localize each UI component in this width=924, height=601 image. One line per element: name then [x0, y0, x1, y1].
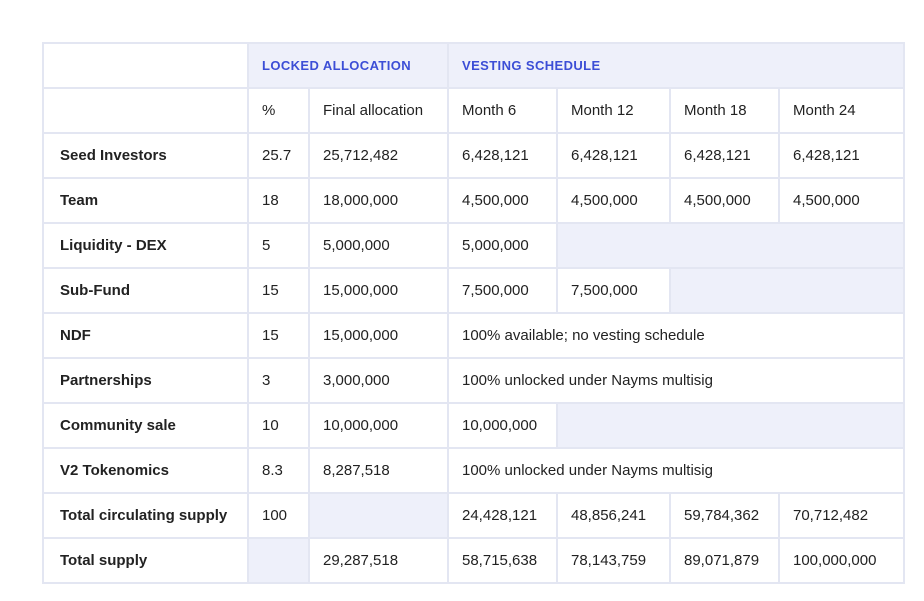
cell-final-allocation: 15,000,000	[310, 314, 447, 357]
col-header-month-24: Month 24	[780, 89, 903, 132]
table-row: Team 18 18,000,000 4,500,000 4,500,000 4…	[44, 179, 903, 222]
cell-final-allocation: 15,000,000	[310, 269, 447, 312]
cell-month-18: 59,784,362	[671, 494, 778, 537]
cell-month-24: 4,500,000	[780, 179, 903, 222]
cell-final-allocation: 29,287,518	[310, 539, 447, 582]
column-header-row: % Final allocation Month 6 Month 12 Mont…	[44, 89, 903, 132]
table-row: Community sale 10 10,000,000 10,000,000	[44, 404, 903, 447]
locked-allocation-header: LOCKED ALLOCATION	[249, 44, 447, 87]
row-label: Sub-Fund	[44, 269, 247, 312]
empty-schedule-cell	[671, 269, 903, 312]
cell-month-6: 24,428,121	[449, 494, 556, 537]
cell-percent: 3	[249, 359, 308, 402]
tokenomics-table-container: LOCKED ALLOCATION VESTING SCHEDULE % Fin…	[42, 42, 905, 584]
vesting-schedule-header: VESTING SCHEDULE	[449, 44, 903, 87]
empty-schedule-cell	[558, 224, 903, 267]
cell-percent-empty	[249, 539, 308, 582]
row-label: Total circulating supply	[44, 494, 247, 537]
col-header-percent: %	[249, 89, 308, 132]
cell-percent: 8.3	[249, 449, 308, 492]
table-row: Partnerships 3 3,000,000 100% unlocked u…	[44, 359, 903, 402]
table-row-total-supply: Total supply 29,287,518 58,715,638 78,14…	[44, 539, 903, 582]
corner-cell	[44, 44, 247, 87]
cell-final-allocation: 5,000,000	[310, 224, 447, 267]
row-label: Team	[44, 179, 247, 222]
cell-month-18: 6,428,121	[671, 134, 778, 177]
cell-percent: 15	[249, 314, 308, 357]
cell-month-18: 4,500,000	[671, 179, 778, 222]
cell-percent: 25.7	[249, 134, 308, 177]
table-row: Liquidity - DEX 5 5,000,000 5,000,000	[44, 224, 903, 267]
cell-schedule-note: 100% available; no vesting schedule	[449, 314, 903, 357]
empty-schedule-cell	[558, 404, 903, 447]
row-label: V2 Tokenomics	[44, 449, 247, 492]
col-header-month-6: Month 6	[449, 89, 556, 132]
cell-final-allocation: 8,287,518	[310, 449, 447, 492]
cell-month-12: 6,428,121	[558, 134, 669, 177]
cell-schedule-note: 100% unlocked under Nayms multisig	[449, 359, 903, 402]
row-label: Community sale	[44, 404, 247, 447]
cell-month-6: 10,000,000	[449, 404, 556, 447]
row-label: Total supply	[44, 539, 247, 582]
col-header-month-18: Month 18	[671, 89, 778, 132]
cell-month-24: 6,428,121	[780, 134, 903, 177]
row-label: NDF	[44, 314, 247, 357]
cell-percent: 100	[249, 494, 308, 537]
table-row: Sub-Fund 15 15,000,000 7,500,000 7,500,0…	[44, 269, 903, 312]
cell-percent: 10	[249, 404, 308, 447]
token-allocation-table: LOCKED ALLOCATION VESTING SCHEDULE % Fin…	[42, 42, 905, 584]
row-label: Partnerships	[44, 359, 247, 402]
cell-final-allocation: 18,000,000	[310, 179, 447, 222]
cell-month-6: 5,000,000	[449, 224, 556, 267]
cell-final-allocation: 10,000,000	[310, 404, 447, 447]
cell-final-allocation: 25,712,482	[310, 134, 447, 177]
cell-month-24: 100,000,000	[780, 539, 903, 582]
cell-month-24: 70,712,482	[780, 494, 903, 537]
cell-month-12: 48,856,241	[558, 494, 669, 537]
cell-month-6: 58,715,638	[449, 539, 556, 582]
col-header-final-allocation: Final allocation	[310, 89, 447, 132]
cell-percent: 5	[249, 224, 308, 267]
table-row-total-circulating: Total circulating supply 100 24,428,121 …	[44, 494, 903, 537]
corner-cell	[44, 89, 247, 132]
table-row: Seed Investors 25.7 25,712,482 6,428,121…	[44, 134, 903, 177]
cell-final-allocation: 3,000,000	[310, 359, 447, 402]
table-row: NDF 15 15,000,000 100% available; no ves…	[44, 314, 903, 357]
table-row: V2 Tokenomics 8.3 8,287,518 100% unlocke…	[44, 449, 903, 492]
cell-month-6: 6,428,121	[449, 134, 556, 177]
cell-month-12: 78,143,759	[558, 539, 669, 582]
cell-month-18: 89,071,879	[671, 539, 778, 582]
cell-schedule-note: 100% unlocked under Nayms multisig	[449, 449, 903, 492]
cell-percent: 15	[249, 269, 308, 312]
cell-final-allocation-empty	[310, 494, 447, 537]
row-label: Liquidity - DEX	[44, 224, 247, 267]
col-header-month-12: Month 12	[558, 89, 669, 132]
cell-percent: 18	[249, 179, 308, 222]
cell-month-12: 4,500,000	[558, 179, 669, 222]
cell-month-6: 4,500,000	[449, 179, 556, 222]
group-header-row: LOCKED ALLOCATION VESTING SCHEDULE	[44, 44, 903, 87]
cell-month-12: 7,500,000	[558, 269, 669, 312]
row-label: Seed Investors	[44, 134, 247, 177]
cell-month-6: 7,500,000	[449, 269, 556, 312]
